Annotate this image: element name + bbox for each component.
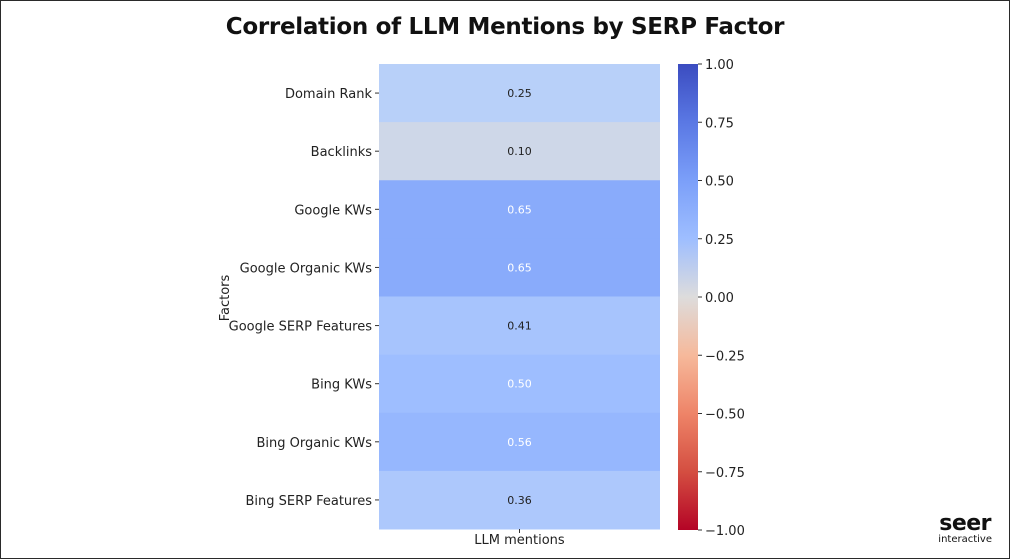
- y-tick-label: Bing KWs: [311, 378, 372, 393]
- cell-value-label: 0.56: [507, 436, 532, 449]
- colorbar-tick-label: −0.50: [705, 408, 745, 423]
- colorbar-tick-label: 0.75: [705, 116, 734, 131]
- chart-title: Correlation of LLM Mentions by SERP Fact…: [225, 14, 785, 40]
- colorbar-tick-label: −0.25: [705, 349, 745, 364]
- x-axis-ticks: LLM mentions: [474, 529, 565, 548]
- heatmap-cell: [379, 412, 660, 472]
- colorbar-tick-label: −0.75: [705, 466, 745, 481]
- y-tick-label: Google KWs: [294, 203, 372, 218]
- heatmap-cells: 0.25 0.10 0.65 0.65 0.41 0.50 0.56 0.36: [379, 64, 660, 530]
- cell-value-label: 0.41: [507, 320, 532, 333]
- seer-interactive-logo: seer interactive: [938, 511, 992, 546]
- cell-value-label: 0.10: [507, 145, 532, 158]
- y-tick-label: Bing Organic KWs: [256, 436, 372, 451]
- y-tick-label: Domain Rank: [285, 87, 373, 102]
- heatmap-cell: [379, 122, 660, 181]
- cell-value-label: 0.65: [507, 261, 532, 274]
- logo-subtitle: interactive: [938, 534, 992, 545]
- cell-value-label: 0.25: [507, 87, 532, 100]
- heatmap-cell: [379, 470, 660, 530]
- y-tick-label: Google SERP Features: [229, 320, 373, 335]
- heatmap-cell: [379, 64, 660, 123]
- heatmap-cell: [379, 180, 660, 239]
- cell-value-label: 0.65: [507, 203, 532, 216]
- colorbar-tick-label: 0.25: [705, 233, 734, 248]
- cell-value-label: 0.50: [507, 378, 532, 391]
- colorbar-ticks: 1.00 0.75 0.50 0.25 0.00 −0.25 −0.50 −0.75 −1.00: [698, 58, 745, 539]
- heatmap-cell: [379, 296, 660, 356]
- colorbar-tick-label: 1.00: [705, 58, 734, 73]
- logo-wordmark: seer: [939, 511, 992, 536]
- cell-value-label: 0.36: [507, 494, 532, 507]
- y-tick-label: Bing SERP Features: [245, 494, 372, 509]
- y-tick-label: Backlinks: [311, 145, 373, 160]
- y-axis-label: Factors: [218, 274, 233, 321]
- heatmap-cell: [379, 238, 660, 297]
- colorbar: [678, 64, 698, 530]
- colorbar-tick-label: 0.00: [705, 291, 734, 306]
- heatmap-cell: [379, 354, 660, 414]
- y-tick-label: Google Organic KWs: [240, 261, 373, 276]
- colorbar-tick-label: −1.00: [705, 524, 745, 539]
- y-axis-ticks: Domain Rank Backlinks Google KWs Google Org…: [229, 87, 379, 509]
- x-tick-label: LLM mentions: [474, 533, 565, 548]
- colorbar-tick-label: 0.50: [705, 175, 734, 190]
